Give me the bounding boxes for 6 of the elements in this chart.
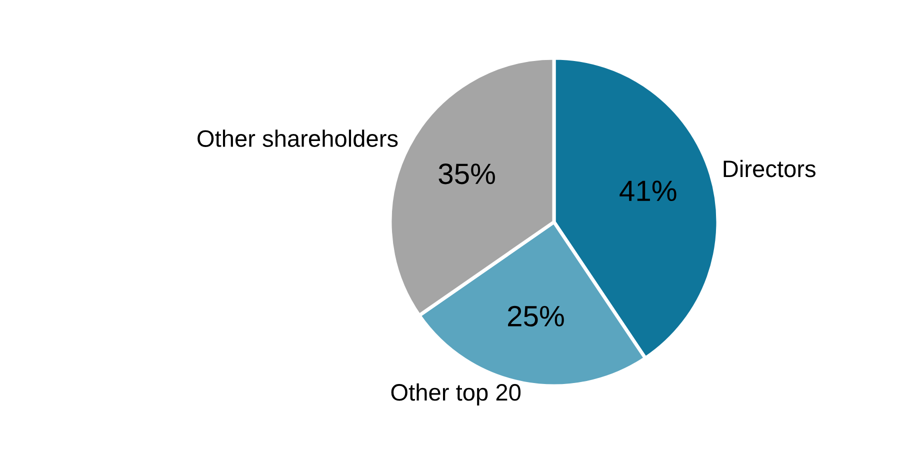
- data-label: 35%: [438, 164, 495, 184]
- slice-label: Other top 20: [391, 383, 521, 406]
- data-label: 41%: [620, 180, 676, 202]
- slice-label: Other shareholders: [198, 130, 398, 147]
- slice-label: Directors: [724, 160, 816, 178]
- data-label: 25%: [508, 306, 564, 327]
